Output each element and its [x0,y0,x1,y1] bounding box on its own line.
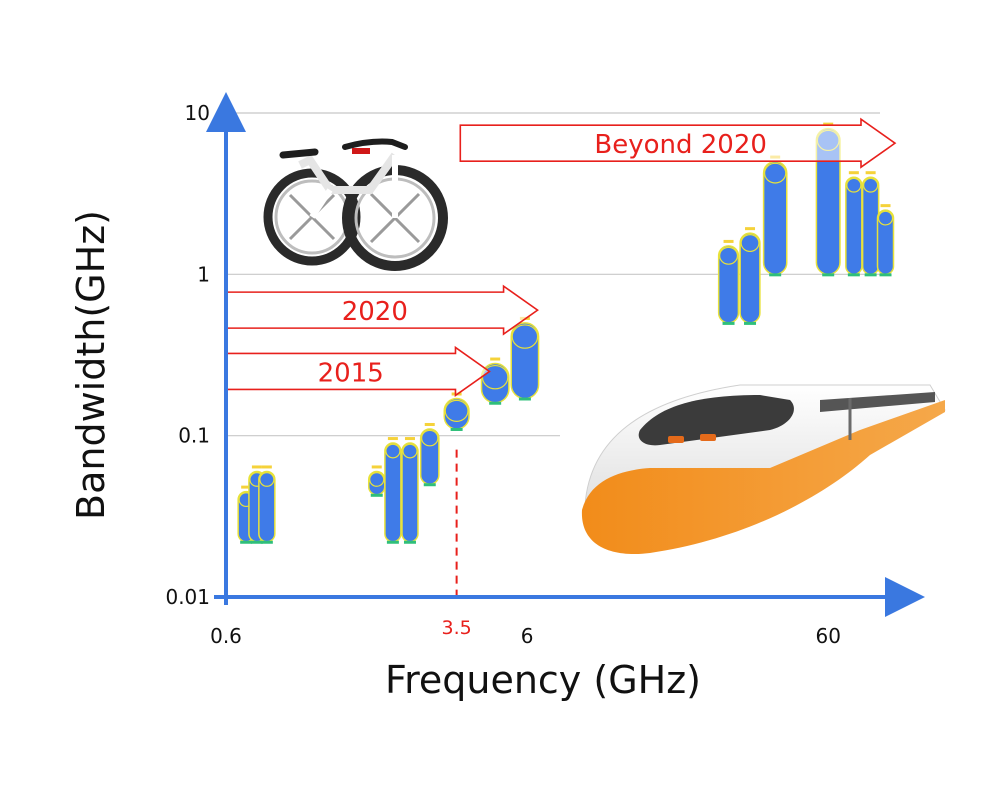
band-cylinder [876,209,895,276]
y-tick-label: 10 [185,101,210,125]
band-cap [740,234,760,253]
y-tick-label: 0.1 [178,424,210,448]
band-cap [385,443,401,459]
era-arrow-shape [225,284,539,336]
train-illustration [581,384,946,555]
band-top-mark [387,437,398,441]
y-axis-title: Bandwidth(GHz) [69,210,113,520]
band-bottom-mark [386,540,399,544]
band-cap [764,162,787,184]
band-top-mark [723,239,734,243]
band-top-mark [241,485,252,489]
x-tick-label: 0.6 [210,624,242,648]
band-cap [511,324,539,349]
spectrum-band [480,357,510,405]
band-top-mark [880,204,891,208]
spectrum-band [876,204,895,277]
band-cylinder [510,322,540,400]
band-cap [877,210,894,226]
band-top-mark [865,171,876,175]
band-bottom-mark [822,273,835,277]
band-cap [719,246,739,265]
band-top-mark [490,357,501,361]
band-top-mark [848,171,859,175]
band-bottom-mark [423,483,436,487]
band-cap [369,472,385,487]
spectrum-band [861,171,880,277]
bicycle-illustration [263,138,448,271]
band-bottom-mark [260,540,273,544]
band-bottom-mark [250,540,263,544]
band-top-mark [424,422,435,426]
spectrum-band [739,227,761,325]
spectrum-band [762,155,788,277]
spectrum-bands [237,122,895,544]
x-tick-label: 60 [815,624,840,648]
band-top-mark [261,465,272,469]
band-cap [846,177,862,193]
band-top-mark [404,437,415,441]
spectrum-band [419,422,440,487]
band-cylinder [258,470,276,543]
x-axis-title: Frequency (GHz) [385,658,701,702]
marker-label: 3.5 [442,617,472,639]
era-label: 2020 [342,297,408,327]
y-tick-label: 0.01 [165,585,210,609]
spectrum-band [401,437,419,544]
band-bottom-mark [403,540,416,544]
spectrum-band [443,392,470,431]
band-bottom-mark [864,273,877,277]
band-top-mark [745,227,756,231]
era-arrow: Beyond 2020 [459,117,897,169]
band-cap [421,429,439,447]
band-bottom-mark [240,540,253,544]
band-bottom-mark [744,321,757,325]
band-bottom-mark [722,321,735,325]
spectrum-band [367,465,386,497]
band-cylinder [419,428,440,485]
band-cap [259,472,275,487]
band-cylinder [739,232,761,324]
band-top-mark [823,122,834,126]
band-bottom-mark [489,401,502,405]
band-cap [863,177,879,193]
x-tick-labels: 0.6 6 60 [210,624,841,648]
band-top-mark [251,465,262,469]
era-arrow: 2015 [225,345,491,398]
era-arrows: 2015 2020 Beyond 2020 [225,117,897,398]
spectrum-band [384,437,402,544]
y-tick-labels: 0.01 0.1 1 10 [165,101,210,609]
spectrum-band [510,316,540,401]
band-cap [444,399,469,422]
band-bottom-mark [847,273,860,277]
x-tick-label: 6 [521,624,534,648]
band-bottom-mark [370,493,383,497]
band-top-mark [371,465,382,469]
band-bottom-mark [879,273,892,277]
spectrum-band [845,171,863,277]
spectrum-band [258,465,276,544]
band-bottom-mark [450,427,463,431]
y-tick-label: 1 [197,262,210,286]
band-cylinder [762,160,788,276]
band-bottom-mark [518,397,531,401]
era-label: Beyond 2020 [594,130,767,160]
era-arrow-shape [459,117,897,169]
era-label: 2015 [318,358,384,388]
band-cap [402,443,418,459]
era-arrow: 2020 [225,284,539,336]
band-bottom-mark [769,273,782,277]
spectrum-band [717,239,740,325]
band-cylinder [443,397,470,430]
band-cylinder [717,245,740,324]
era-arrow-shape [225,345,491,398]
